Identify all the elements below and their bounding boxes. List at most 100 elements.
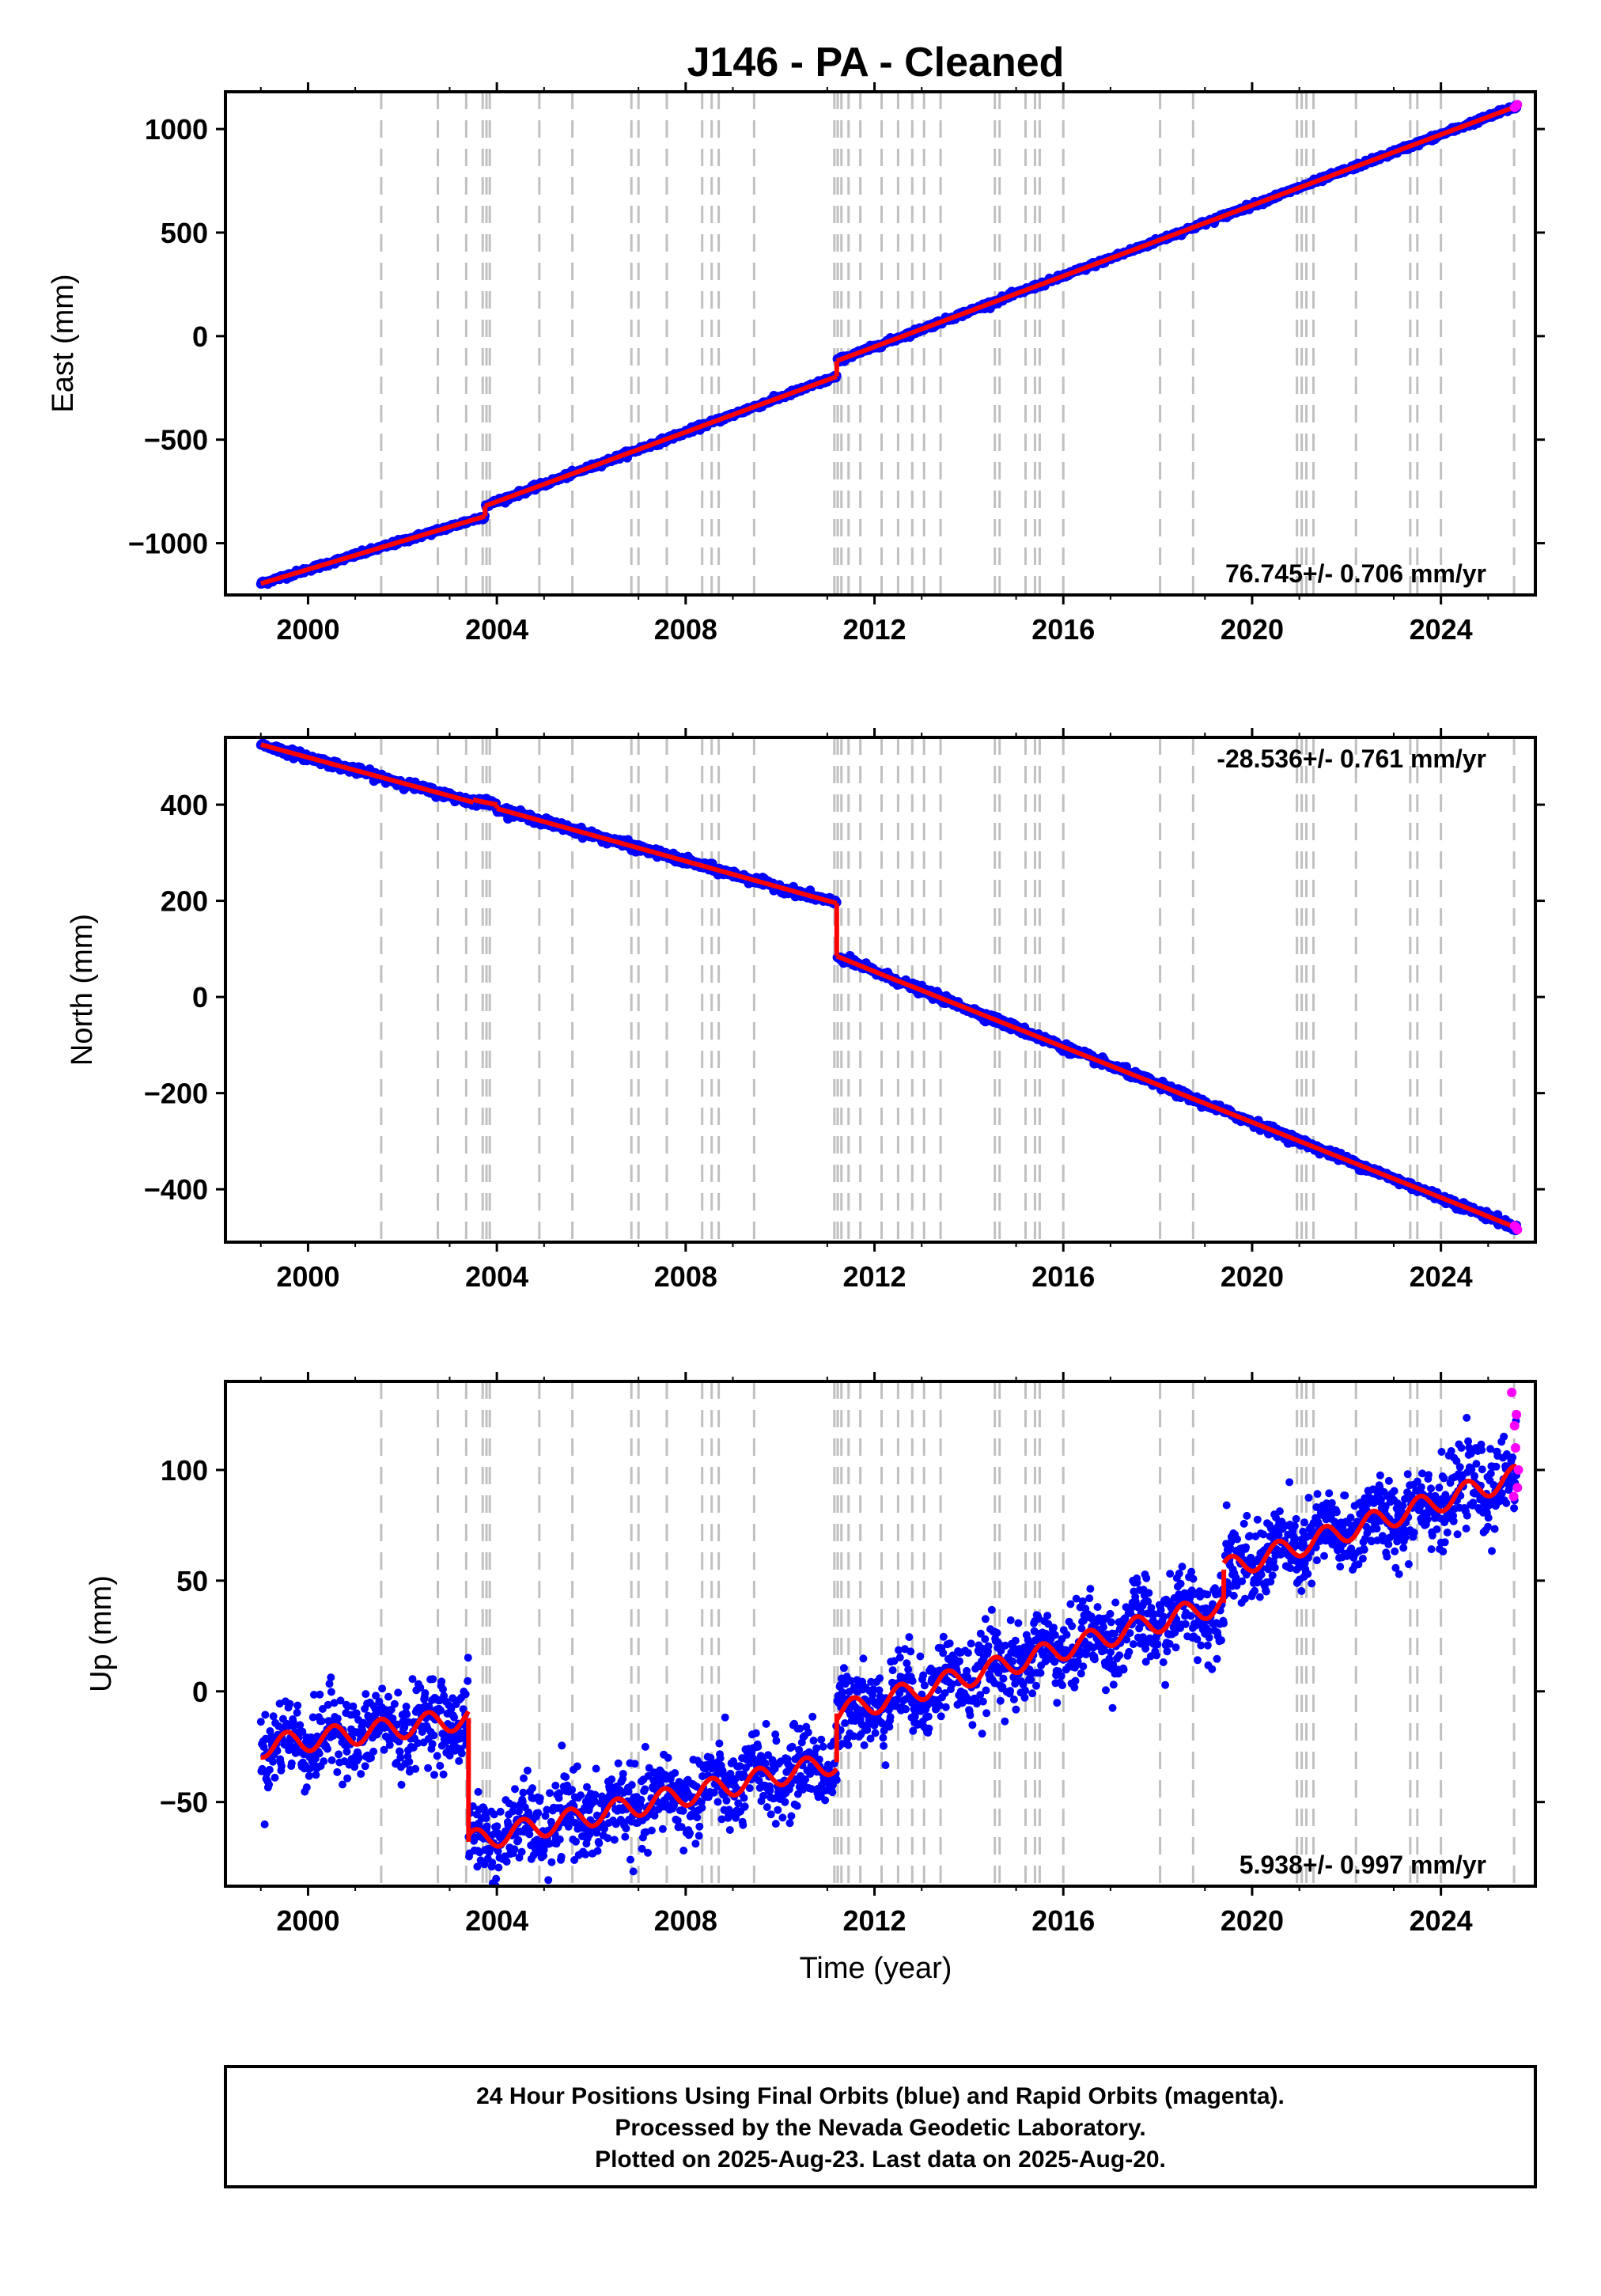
final-point xyxy=(490,1810,498,1819)
panel-north: 2000 2004 2008 2012 2016 2020 20244002000−200−… xyxy=(66,728,1545,1293)
plot-area-up xyxy=(256,1381,1523,1886)
y-axis-label-east: East (mm) xyxy=(47,274,80,412)
rapid-point xyxy=(1512,100,1523,110)
final-point xyxy=(626,1855,634,1864)
final-point xyxy=(721,1713,729,1722)
final-point xyxy=(308,1713,317,1722)
final-point xyxy=(562,1773,570,1781)
final-point xyxy=(327,1688,335,1696)
final-point xyxy=(782,1767,791,1776)
y-tick-label: 0 xyxy=(192,981,208,1013)
final-point xyxy=(787,1812,796,1821)
x-tick-label: 2000 xyxy=(276,1260,339,1293)
x-tick-label: 2024 xyxy=(1410,1260,1473,1293)
final-point xyxy=(592,1764,600,1773)
final-point xyxy=(726,1769,735,1778)
final-point xyxy=(519,1788,528,1797)
final-point xyxy=(397,1780,406,1789)
final-point xyxy=(686,1829,695,1837)
final-point xyxy=(610,1836,619,1844)
final-point xyxy=(771,1730,780,1739)
final-point xyxy=(766,1810,775,1819)
final-point xyxy=(511,1785,519,1794)
final-point xyxy=(482,1814,490,1823)
final-point xyxy=(446,1736,455,1745)
final-point xyxy=(343,1747,351,1756)
final-point xyxy=(523,1766,532,1775)
final-point xyxy=(555,1835,564,1843)
model-line xyxy=(259,513,486,586)
panels: 2000 2004 2008 2012 2016 2020 202410005000−500… xyxy=(47,82,1545,1937)
final-point xyxy=(327,1756,336,1764)
x-tick-label: 2004 xyxy=(465,1260,528,1293)
final-point xyxy=(483,1822,491,1831)
final-point xyxy=(400,1723,409,1732)
final-point xyxy=(528,1784,536,1793)
final-point xyxy=(333,1767,342,1776)
final-point xyxy=(759,1791,767,1800)
final-point xyxy=(772,1737,781,1745)
final-point xyxy=(761,1759,770,1767)
final-point xyxy=(493,1822,501,1831)
final-point xyxy=(573,1762,581,1771)
y-tick-label: −400 xyxy=(144,1173,208,1206)
final-point xyxy=(269,1712,278,1721)
final-point xyxy=(755,1776,763,1785)
final-point xyxy=(637,1795,645,1804)
final-point xyxy=(350,1763,359,1771)
final-point xyxy=(693,1813,702,1822)
y-tick-label: −500 xyxy=(144,424,208,457)
final-point xyxy=(573,1824,582,1833)
final-point xyxy=(349,1702,358,1711)
final-point xyxy=(555,1789,564,1798)
final-point xyxy=(630,1760,639,1768)
final-point xyxy=(754,1742,763,1751)
final-point xyxy=(557,1852,566,1861)
final-point xyxy=(286,1699,294,1708)
final-point xyxy=(256,1718,265,1726)
final-point xyxy=(647,1826,656,1835)
final-point xyxy=(698,1803,706,1812)
x-tick-label: 2004 xyxy=(465,613,528,646)
final-point xyxy=(343,1774,352,1783)
final-point xyxy=(261,1711,270,1719)
y-tick-label: 400 xyxy=(161,789,208,821)
y-tick-label: 1000 xyxy=(145,113,208,146)
final-point xyxy=(416,1684,425,1692)
final-point xyxy=(716,1754,725,1763)
final-point xyxy=(514,1836,523,1844)
final-point xyxy=(315,1749,324,1758)
final-point xyxy=(671,1769,679,1777)
final-point xyxy=(638,1844,646,1853)
final-point xyxy=(312,1771,320,1779)
final-point xyxy=(457,1749,466,1758)
final-point xyxy=(445,1751,454,1760)
final-point xyxy=(624,1787,633,1796)
final-point xyxy=(514,1807,523,1816)
final-point xyxy=(710,1788,718,1797)
final-point xyxy=(421,1689,430,1697)
final-point xyxy=(593,1847,602,1855)
final-point xyxy=(717,1815,726,1824)
final-point xyxy=(273,1747,282,1755)
x-tick-label: 2012 xyxy=(842,1260,906,1293)
final-point xyxy=(600,1824,608,1833)
final-point xyxy=(396,1753,405,1762)
model-line xyxy=(883,973,1518,1230)
final-point xyxy=(380,1745,388,1754)
final-point xyxy=(287,1759,296,1767)
final-point xyxy=(378,1684,387,1693)
final-point xyxy=(595,1839,604,1847)
final-point xyxy=(695,1832,703,1840)
y-tick-label: −1000 xyxy=(128,528,208,560)
final-point xyxy=(265,1765,274,1774)
x-tick-label: 2008 xyxy=(654,613,717,646)
final-point xyxy=(450,1713,459,1722)
final-point xyxy=(367,1753,375,1762)
final-point xyxy=(474,1787,483,1796)
y-tick-label: −200 xyxy=(144,1078,208,1110)
final-point xyxy=(464,1654,472,1662)
final-point xyxy=(725,1826,734,1834)
final-point xyxy=(751,1729,760,1737)
final-point xyxy=(734,1799,743,1808)
